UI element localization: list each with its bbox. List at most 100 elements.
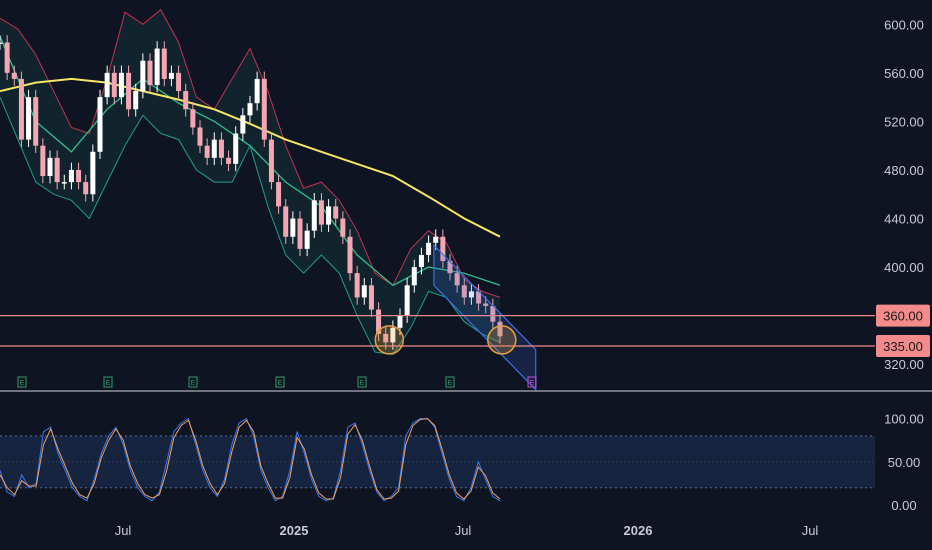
candle-body xyxy=(368,285,374,310)
price-panel[interactable]: 360.00 335.00 600.00 560.00 520.00 480.00 440… xyxy=(0,8,930,392)
rsi-band-area xyxy=(0,435,875,488)
price-tick-label: 400.00 xyxy=(884,260,924,275)
rsi-band xyxy=(0,435,875,489)
candle-body xyxy=(397,315,403,328)
earnings-marker-box xyxy=(527,376,537,388)
candle-body xyxy=(204,145,210,158)
candle-body xyxy=(254,78,260,104)
bollinger-band-fill xyxy=(0,9,500,355)
price-tick-label: 560.00 xyxy=(884,66,924,81)
earnings-marker-box xyxy=(17,376,27,388)
candle-body xyxy=(68,169,74,183)
candle-body xyxy=(40,145,46,177)
ema-long-line xyxy=(0,77,501,238)
candle-body xyxy=(218,139,224,158)
candle-body xyxy=(290,218,296,237)
candle-body xyxy=(297,218,303,249)
time-tick-label: 2025 xyxy=(280,523,309,538)
candle-body xyxy=(497,321,503,337)
candle-body xyxy=(76,169,82,183)
candle-body xyxy=(54,157,60,183)
candle-body xyxy=(211,139,217,158)
candle-body xyxy=(361,285,367,298)
candle-body xyxy=(440,236,446,262)
rsi-tick-label: 100.00 xyxy=(884,412,924,427)
candle-body xyxy=(447,261,453,274)
candle-body xyxy=(326,206,332,225)
candle-body xyxy=(226,157,232,164)
rsi-series-line xyxy=(0,417,501,502)
candle-body xyxy=(333,206,339,219)
time-tick-label: Jul xyxy=(802,523,819,538)
earnings-marker-box xyxy=(275,376,285,388)
channel-area xyxy=(433,243,537,392)
support-highlights xyxy=(374,325,517,355)
rsi-tick-label: 50.00 xyxy=(888,455,921,470)
candle-body xyxy=(347,236,353,274)
candle-body xyxy=(304,230,310,249)
earnings-marker-label: E xyxy=(20,380,25,387)
candle-body xyxy=(90,151,96,195)
candle-body xyxy=(133,91,139,110)
time-tick-label: 2026 xyxy=(624,523,653,538)
earnings-marker-box xyxy=(357,376,367,388)
earnings-marker-label: E xyxy=(360,380,365,387)
price-level-tag xyxy=(876,304,930,327)
candle-body xyxy=(483,303,489,306)
price-level-label: 360.00 xyxy=(883,309,923,324)
candle-body xyxy=(176,72,182,92)
support-circle xyxy=(487,325,517,355)
support-circle xyxy=(374,325,405,355)
rsi-series-line xyxy=(0,418,501,500)
candle-body xyxy=(418,254,424,268)
candle-body xyxy=(240,115,246,134)
candle-body xyxy=(18,78,24,140)
descending-channel[interactable] xyxy=(433,243,537,392)
price-level-tag xyxy=(876,335,930,358)
candle-body xyxy=(126,72,132,110)
bollinger-fill-area xyxy=(0,9,500,355)
candle-body xyxy=(233,133,239,164)
rsi-axis: 100.00 50.00 0.00 xyxy=(884,412,924,513)
candle-body xyxy=(376,309,382,334)
earnings-marker-box xyxy=(188,376,198,388)
stochastic-rsi-panel[interactable]: 100.00 50.00 0.00 xyxy=(0,412,924,513)
candle-body xyxy=(47,157,53,177)
candle-body xyxy=(411,267,417,286)
price-tick-label: 320.00 xyxy=(884,357,924,372)
price-tick-label: 600.00 xyxy=(884,17,924,32)
candle-body xyxy=(340,218,346,237)
candle-body xyxy=(111,72,117,98)
candle-body xyxy=(311,200,317,231)
candlesticks xyxy=(0,35,503,350)
candle-body xyxy=(390,327,396,343)
price-level-label: 335.00 xyxy=(883,339,923,354)
candle-body xyxy=(247,103,253,116)
candle-body xyxy=(276,182,282,207)
earnings-marker-label: E xyxy=(530,380,535,387)
candle-body xyxy=(168,72,174,79)
candle-body xyxy=(197,127,203,146)
time-tick-label: Jul xyxy=(115,523,132,538)
candle-body xyxy=(61,182,67,184)
candle-body xyxy=(476,291,482,304)
candle-body xyxy=(154,48,160,85)
candle-body xyxy=(426,242,432,255)
earnings-marker-label: E xyxy=(106,380,111,387)
candle-body xyxy=(83,182,89,195)
candle-body xyxy=(490,305,496,322)
earnings-marker-box xyxy=(103,376,113,388)
candle-body xyxy=(461,285,467,298)
candle-body xyxy=(183,91,189,110)
earnings-marker-label: E xyxy=(448,380,453,387)
price-levels[interactable]: 360.00 335.00 xyxy=(0,304,930,358)
candle-body xyxy=(97,97,103,152)
candle-body xyxy=(11,72,17,79)
time-axis: Jul 2025 Jul 2026 Jul xyxy=(115,523,819,538)
candle-body xyxy=(104,72,110,98)
price-tick-label: 520.00 xyxy=(884,114,924,129)
candle-body xyxy=(468,291,474,298)
